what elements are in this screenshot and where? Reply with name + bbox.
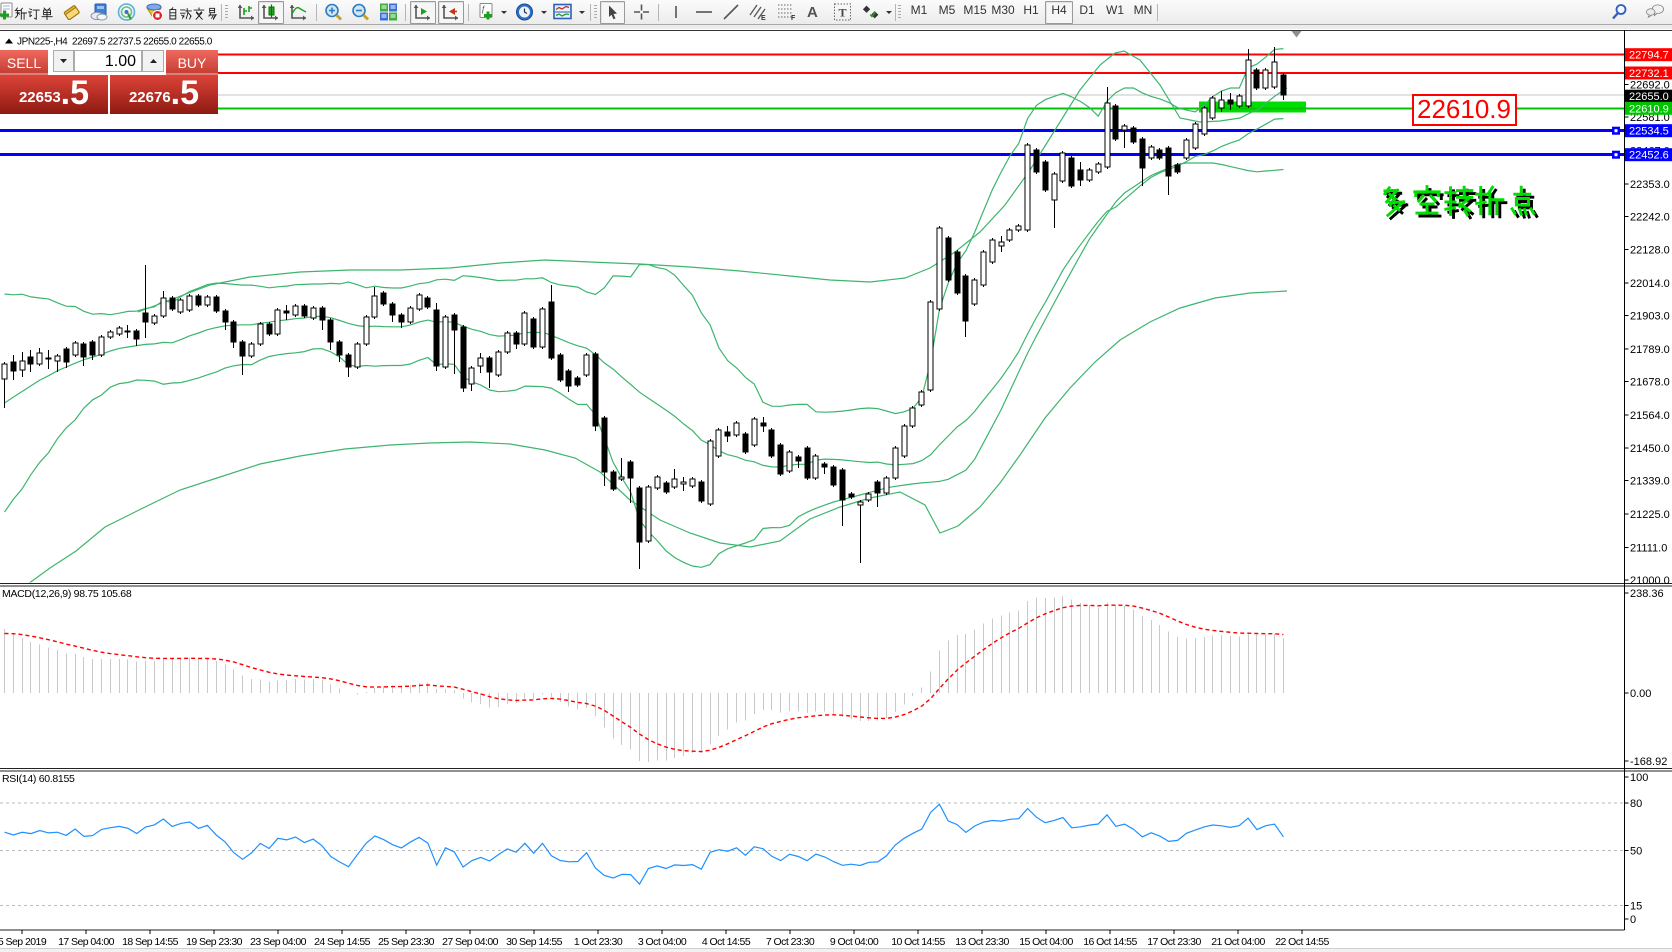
svg-text:22353.0: 22353.0 <box>1630 179 1670 191</box>
svg-text:T: T <box>839 6 847 20</box>
svg-text:13 Oct 23:30: 13 Oct 23:30 <box>955 936 1009 948</box>
svg-text:22655.0: 22655.0 <box>1629 91 1669 103</box>
svg-text:10 Oct 14:55: 10 Oct 14:55 <box>891 936 945 948</box>
svg-text:21000.0: 21000.0 <box>1630 575 1670 587</box>
svg-text:22610.9: 22610.9 <box>1417 94 1511 124</box>
svg-text:f: f <box>482 5 486 14</box>
svg-text:18 Sep 14:55: 18 Sep 14:55 <box>122 936 179 948</box>
svg-text:22014.0: 22014.0 <box>1630 278 1670 290</box>
svg-text:21 Oct 04:00: 21 Oct 04:00 <box>1211 936 1265 948</box>
svg-text:22242.0: 22242.0 <box>1630 211 1670 223</box>
svg-text:16 Oct 14:55: 16 Oct 14:55 <box>1083 936 1137 948</box>
svg-text:23 Sep 04:00: 23 Sep 04:00 <box>250 936 307 948</box>
svg-text:17 Sep 04:00: 17 Sep 04:00 <box>58 936 115 948</box>
svg-text:22452.6: 22452.6 <box>1629 150 1669 162</box>
svg-text:21225.0: 21225.0 <box>1630 509 1670 521</box>
svg-text:24 Sep 14:55: 24 Sep 14:55 <box>314 936 371 948</box>
svg-text:50: 50 <box>1630 845 1642 857</box>
svg-text:22732.1: 22732.1 <box>1629 68 1669 80</box>
svg-text:22 Oct 14:55: 22 Oct 14:55 <box>1275 936 1329 948</box>
svg-text:17 Oct 23:30: 17 Oct 23:30 <box>1147 936 1201 948</box>
svg-text:RSI(14) 60.8155: RSI(14) 60.8155 <box>2 773 75 785</box>
svg-text:21564.0: 21564.0 <box>1630 410 1670 422</box>
svg-text:80: 80 <box>1630 798 1642 810</box>
svg-text:3 Oct 04:00: 3 Oct 04:00 <box>638 936 687 948</box>
svg-text:MACD(12,26,9) 98.75 105.68: MACD(12,26,9) 98.75 105.68 <box>2 588 132 600</box>
svg-text:100: 100 <box>1630 772 1648 784</box>
svg-text:22534.5: 22534.5 <box>1629 126 1669 138</box>
svg-text:22692.0: 22692.0 <box>1630 80 1670 92</box>
svg-text:0: 0 <box>1630 914 1636 926</box>
svg-text:21789.0: 21789.0 <box>1630 344 1670 356</box>
svg-text:5 Sep 2019: 5 Sep 2019 <box>0 936 47 948</box>
svg-text:JPN225-,H4 22697.5 22737.5 22: JPN225-,H4 22697.5 22737.5 22655.0 22655… <box>17 37 213 48</box>
svg-text:7 Oct 23:30: 7 Oct 23:30 <box>766 936 815 948</box>
svg-text:15 Oct 04:00: 15 Oct 04:00 <box>1019 936 1073 948</box>
svg-text:30 Sep 14:55: 30 Sep 14:55 <box>506 936 563 948</box>
svg-text:22794.7: 22794.7 <box>1629 50 1669 62</box>
svg-text:238.36: 238.36 <box>1630 588 1664 600</box>
svg-text:19 Sep 23:30: 19 Sep 23:30 <box>186 936 243 948</box>
svg-text:21339.0: 21339.0 <box>1630 476 1670 488</box>
svg-text:1 Oct 23:30: 1 Oct 23:30 <box>574 936 623 948</box>
svg-text:21111.0: 21111.0 <box>1630 543 1667 555</box>
svg-text:0.00: 0.00 <box>1630 688 1651 700</box>
svg-text:27 Sep 04:00: 27 Sep 04:00 <box>442 936 499 948</box>
svg-text:9 Oct 04:00: 9 Oct 04:00 <box>830 936 879 948</box>
svg-text:21450.0: 21450.0 <box>1630 443 1670 455</box>
svg-text:4 Oct 14:55: 4 Oct 14:55 <box>702 936 751 948</box>
svg-text:22128.0: 22128.0 <box>1630 245 1670 257</box>
svg-text:21903.0: 21903.0 <box>1630 311 1670 323</box>
svg-text:22581.0: 22581.0 <box>1630 112 1670 124</box>
svg-text:21678.0: 21678.0 <box>1630 377 1670 389</box>
svg-text:-168.92: -168.92 <box>1630 756 1667 768</box>
svg-text:22610.9: 22610.9 <box>1629 103 1669 115</box>
svg-text:25 Sep 23:30: 25 Sep 23:30 <box>378 936 435 948</box>
svg-text:15: 15 <box>1630 901 1642 913</box>
svg-text:E: E <box>761 15 766 22</box>
svg-text:F: F <box>791 15 796 22</box>
